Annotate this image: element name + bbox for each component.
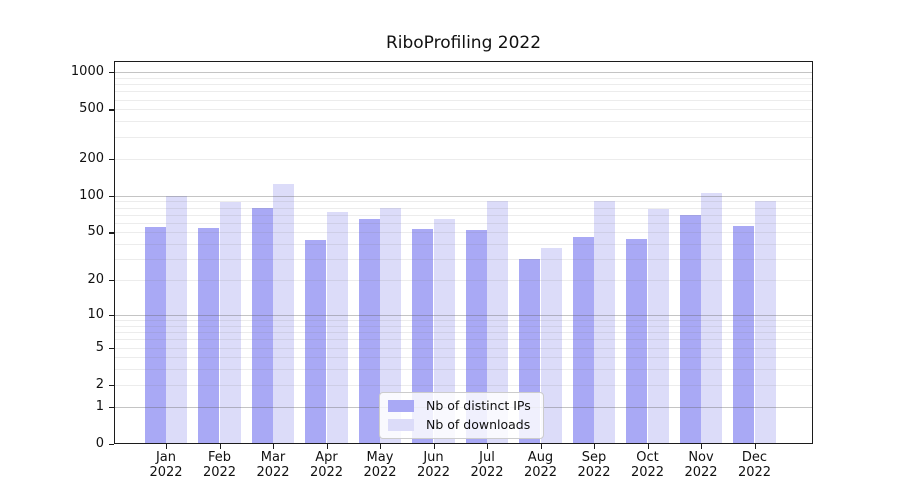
x-tick-mark [754, 444, 756, 449]
bar-distinct-ips [144, 227, 166, 444]
y-axis-tick-label: 1 [95, 398, 104, 414]
bar-distinct-ips [679, 215, 701, 444]
bar-distinct-ips [465, 230, 487, 444]
bar-downloads [754, 200, 776, 444]
y-axis-tick-label: 20 [87, 272, 104, 288]
grid-line-minor [114, 121, 813, 123]
y-tick-mark [109, 384, 114, 387]
y-axis-tick-label: 10 [87, 306, 104, 322]
x-axis-tick-label: Feb 2022 [202, 450, 237, 480]
grid-line-minor [114, 91, 813, 93]
bar-distinct-ips [572, 236, 594, 444]
bar-downloads [380, 208, 402, 444]
y-tick-mark [109, 232, 114, 234]
x-tick-mark [166, 444, 168, 449]
bar-distinct-ips [412, 229, 434, 444]
x-tick-mark [326, 444, 328, 449]
bar-distinct-ips [733, 226, 755, 444]
x-tick-mark [433, 444, 435, 449]
y-axis-tick-label: 2 [95, 376, 104, 392]
x-tick-mark [273, 444, 275, 449]
x-axis-tick-label: Nov 2022 [684, 450, 718, 480]
legend-label-distinct-ips: Nb of distinct IPs [426, 398, 531, 413]
y-axis-tick-label: 50 [87, 224, 104, 240]
legend: Nb of distinct IPs Nb of downloads [379, 392, 544, 439]
legend-swatch-distinct-ips [388, 399, 414, 412]
bar-downloads [701, 193, 723, 444]
bar-downloads [273, 183, 295, 444]
y-axis-tick-label: 500 [79, 101, 104, 117]
x-axis-tick-label: Dec 2022 [737, 450, 772, 480]
x-tick-mark [701, 444, 703, 449]
plot-area [114, 61, 813, 444]
x-axis-tick-label: Apr 2022 [309, 450, 344, 480]
bar-downloads [647, 208, 669, 444]
x-axis-tick-label: Mar 2022 [256, 450, 290, 480]
x-tick-mark [594, 444, 596, 449]
bar-downloads [540, 248, 562, 444]
x-axis-tick-label: Jul 2022 [470, 450, 504, 480]
x-axis-tick-label: May 2022 [363, 450, 397, 480]
bar-downloads [166, 195, 188, 444]
y-tick-mark [109, 347, 114, 349]
x-axis-tick-label: Oct 2022 [630, 450, 665, 480]
bar-distinct-ips [358, 219, 380, 444]
x-axis-tick-label: Jan 2022 [149, 450, 183, 480]
grid-line-minor [114, 99, 813, 101]
x-tick-mark [380, 444, 382, 449]
grid-line-minor [114, 109, 813, 111]
y-tick-mark [109, 444, 114, 446]
legend-item: Nb of distinct IPs [388, 398, 531, 413]
y-tick-mark [109, 158, 114, 160]
x-axis-tick-label: Jun 2022 [416, 450, 451, 480]
bar-distinct-ips [198, 228, 220, 444]
y-axis-tick-label: 1000 [70, 64, 104, 80]
x-tick-mark [647, 444, 649, 449]
bar-distinct-ips [251, 207, 273, 444]
x-tick-mark [219, 444, 221, 449]
y-tick-mark [109, 406, 114, 408]
bar-downloads [326, 212, 348, 444]
bar-downloads [433, 218, 455, 444]
bar-downloads [219, 201, 241, 444]
y-tick-mark [109, 109, 114, 111]
grid-line-minor [114, 77, 813, 79]
bar-distinct-ips [305, 240, 327, 444]
grid-line-minor [114, 158, 813, 160]
bar-downloads [594, 200, 616, 444]
grid-line-major [114, 72, 813, 74]
y-tick-mark [109, 195, 114, 197]
grid-line-minor [114, 136, 813, 138]
legend-swatch-downloads [388, 418, 414, 431]
chart-title: RiboProfiling 2022 [385, 33, 542, 53]
y-axis-tick-label: 5 [95, 339, 104, 355]
legend-label-downloads: Nb of downloads [426, 417, 531, 432]
x-axis-tick-label: Aug 2022 [523, 450, 558, 480]
y-axis-tick-label: 100 [79, 187, 104, 203]
y-tick-mark [109, 280, 114, 282]
y-tick-mark [109, 314, 114, 317]
y-axis-tick-label: 0 [95, 436, 104, 451]
legend-item: Nb of downloads [388, 417, 531, 432]
x-tick-mark [540, 444, 542, 449]
bar-distinct-ips [626, 239, 648, 444]
x-axis-tick-label: Sep 2022 [577, 450, 611, 480]
grid-line-minor [114, 84, 813, 86]
x-tick-mark [487, 444, 489, 449]
y-tick-mark [109, 72, 114, 74]
y-axis-tick-label: 200 [79, 150, 104, 166]
bar-downloads [487, 200, 509, 444]
